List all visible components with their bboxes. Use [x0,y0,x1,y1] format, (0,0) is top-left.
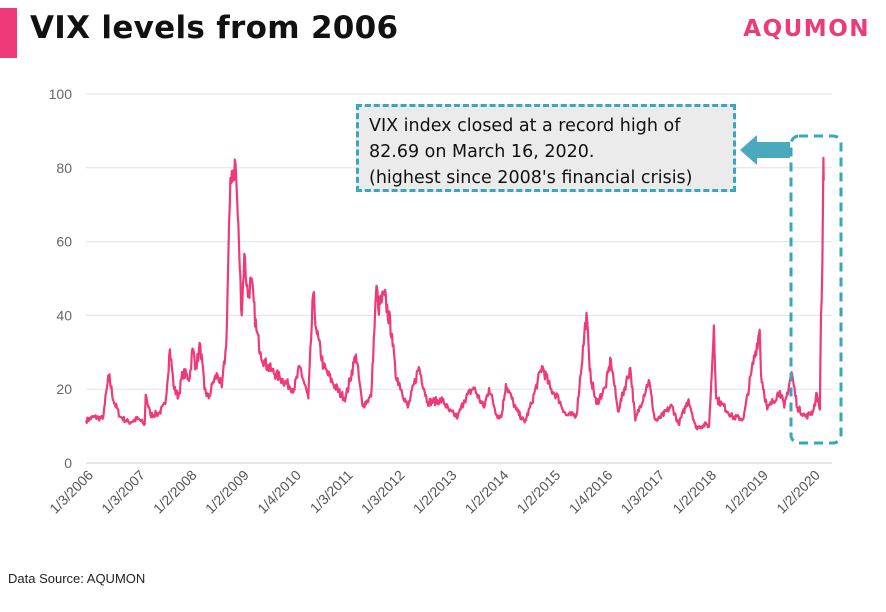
y-tick-label: 80 [56,160,72,176]
x-tick-label: 1/2/2019 [721,467,771,517]
x-tick-label: 1/3/2017 [618,467,668,517]
x-tick-label: 1/4/2016 [566,467,616,517]
vix-series-line [84,156,825,431]
page-title: VIX levels from 2006 [30,10,399,46]
y-tick-label: 60 [56,234,72,250]
y-tick-label: 0 [64,455,72,471]
x-tick-label: 1/3/2006 [46,467,96,517]
annotation-line-1: VIX index closed at a record high of [369,116,681,136]
x-tick-label: 1/2/2014 [462,467,512,517]
x-tick-label: 1/3/2012 [358,467,408,517]
x-tick-label: 1/3/2011 [307,467,356,516]
brand-logo: AQUMON [743,16,870,42]
x-tick-label: 1/3/2007 [98,467,148,517]
title-accent-bar [0,8,17,58]
x-tick-label: 1/2/2015 [514,467,564,517]
annotation-line-3: (highest since 2008's financial crisis) [369,168,693,188]
y-tick-label: 20 [56,381,72,397]
x-tick-label: 1/2/2020 [773,467,823,517]
x-tick-label: 1/2/2018 [669,467,719,517]
data-source-note: Data Source: AQUMON [8,571,146,586]
x-tick-label: 1/4/2010 [254,467,304,517]
annotation-line-2: 82.69 on March 16, 2020. [369,142,595,162]
annotation-callout: VIX index closed at a record high of 82.… [356,104,736,192]
y-tick-label: 40 [56,307,72,323]
y-tick-label: 100 [49,86,73,102]
x-tick-label: 1/2/2008 [150,467,200,517]
callout-arrow [740,135,790,165]
spike-highlight-box [789,134,843,445]
x-tick-label: 1/2/2009 [202,467,252,517]
x-tick-label: 1/2/2013 [410,467,460,517]
